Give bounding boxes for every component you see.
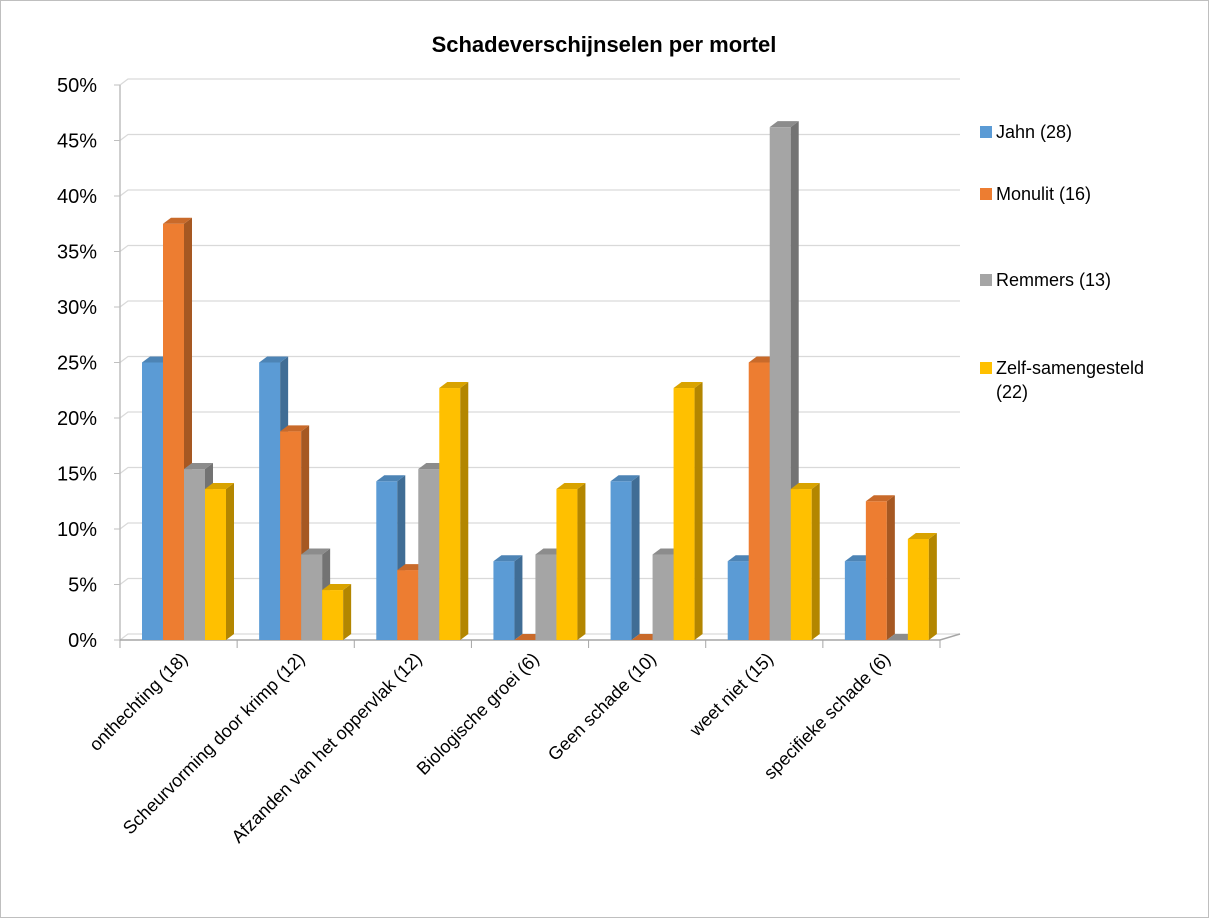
bar-side [226,483,234,640]
bar-top [439,382,469,389]
bar [610,475,640,640]
grid-line [119,300,960,308]
bar-front [790,489,812,640]
legend-label: Zelf-samengesteld (22) [996,358,1145,402]
bar-front [652,554,674,640]
chart-title: Schadeverschijnselen per mortel [432,32,777,57]
bar [673,382,703,640]
bar [322,584,352,640]
bar-top [610,475,640,482]
bar-top [493,555,523,562]
bar-top [556,483,586,490]
bar-front [727,561,749,640]
grid-line [119,78,960,86]
bar-front [439,388,461,640]
bar-side [514,555,523,640]
bar-top [184,463,213,470]
bar-front [259,362,281,640]
bar-front [907,538,929,640]
grid-line [119,355,960,363]
bar-top [322,584,352,591]
bar-front [376,481,398,640]
grid-line [119,244,960,252]
y-tick-label: 35% [57,242,97,264]
bar [205,483,234,640]
bar-front [301,554,323,640]
bar-front [163,223,184,640]
y-tick-label: 45% [57,131,97,153]
y-tick-label: 20% [57,408,97,430]
y-tick-label: 15% [57,464,97,486]
legend-swatch [980,362,992,374]
bar-front [142,362,163,640]
bar-front [556,489,578,640]
bar-top [673,382,703,389]
bar-front [205,489,226,640]
bar-side [460,382,469,640]
bar-side [631,475,640,640]
legend-item: Jahn (28) [980,120,1180,144]
y-tick-label: 40% [57,186,97,208]
bar-top [259,356,289,363]
bar-top [865,495,895,502]
bar [790,483,820,640]
bar-side [886,495,895,640]
bar-side [577,483,586,640]
bar [493,555,523,640]
bar-front [418,469,440,640]
bar-side [343,584,352,640]
bar-front [844,561,866,640]
bar-front [184,469,205,640]
bar [556,483,586,640]
bar-front [748,362,770,640]
bar-top [769,121,799,128]
bar-top [907,532,937,539]
bar-side [928,532,937,640]
y-tick-label: 10% [57,519,97,541]
bar-front [769,127,791,641]
legend-item: Zelf-samengesteld (22) [980,356,1180,404]
bar [439,382,469,640]
y-tick-label: 50% [57,75,97,97]
bar [865,495,895,640]
bar-top [301,548,331,555]
bar-top [280,425,310,432]
bar-top [205,483,234,490]
bar-top [790,483,820,490]
y-tick-label: 30% [57,297,97,319]
bar-front [322,590,344,640]
bar-side [811,483,820,640]
legend-item: Monulit (16) [980,182,1180,206]
legend-swatch [980,188,992,200]
bar-front [535,554,557,640]
legend-label: Remmers (13) [996,270,1112,290]
bar-front [397,570,419,640]
bar-front [673,388,695,640]
bar-side [694,382,703,640]
legend-swatch [980,126,992,138]
y-tick-label: 25% [57,353,97,375]
grid-line [119,133,960,141]
bar-front [493,561,515,640]
y-tick-label: 5% [68,575,97,597]
legend-label: Jahn (28) [996,122,1073,142]
legend-label: Monulit (16) [996,184,1092,204]
bar-top [376,475,406,482]
grid-line [119,189,960,197]
legend-item: Remmers (13) [980,268,1180,292]
bar-front [865,501,887,640]
bar-front [280,431,302,640]
y-tick-label: 0% [68,630,97,652]
legend-swatch [980,274,992,286]
bar-front [610,481,632,640]
bar-top [163,217,192,224]
bar [907,532,937,640]
